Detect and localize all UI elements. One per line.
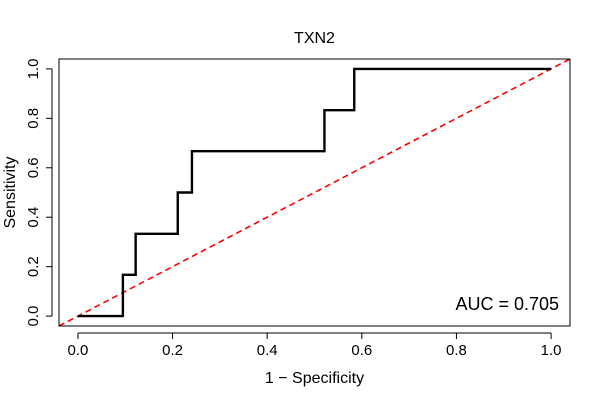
y-axis: 0.0 0.2 0.4 0.6 0.8 1.0	[25, 58, 53, 327]
plot-frame	[58, 58, 571, 327]
y-tick-label: 1.0	[25, 58, 42, 79]
y-tick-label: 0.2	[25, 256, 42, 277]
x-tick-label: 0.8	[446, 342, 467, 359]
roc-curve-line	[77, 67, 552, 318]
auc-annotation: AUC = 0.705	[455, 294, 559, 314]
x-tick-label: 0.2	[162, 342, 183, 359]
x-tick-label: 1.0	[541, 342, 562, 359]
y-tick-label: 0.4	[25, 207, 42, 228]
x-axis: 0.0 0.2 0.4 0.6 0.8 1.0	[67, 332, 562, 359]
x-tick-label: 0.4	[257, 342, 278, 359]
reference-diagonal-line	[59, 59, 570, 326]
chart-title: TXN2	[294, 30, 335, 47]
x-tick-label: 0.0	[67, 342, 88, 359]
x-axis-label: 1 − Specificity	[265, 370, 364, 387]
y-tick-label: 0.8	[25, 108, 42, 129]
x-tick-label: 0.6	[351, 342, 372, 359]
y-tick-label: 0.0	[25, 306, 42, 327]
y-axis-label: Sensitivity	[2, 156, 19, 228]
y-tick-label: 0.6	[25, 157, 42, 178]
